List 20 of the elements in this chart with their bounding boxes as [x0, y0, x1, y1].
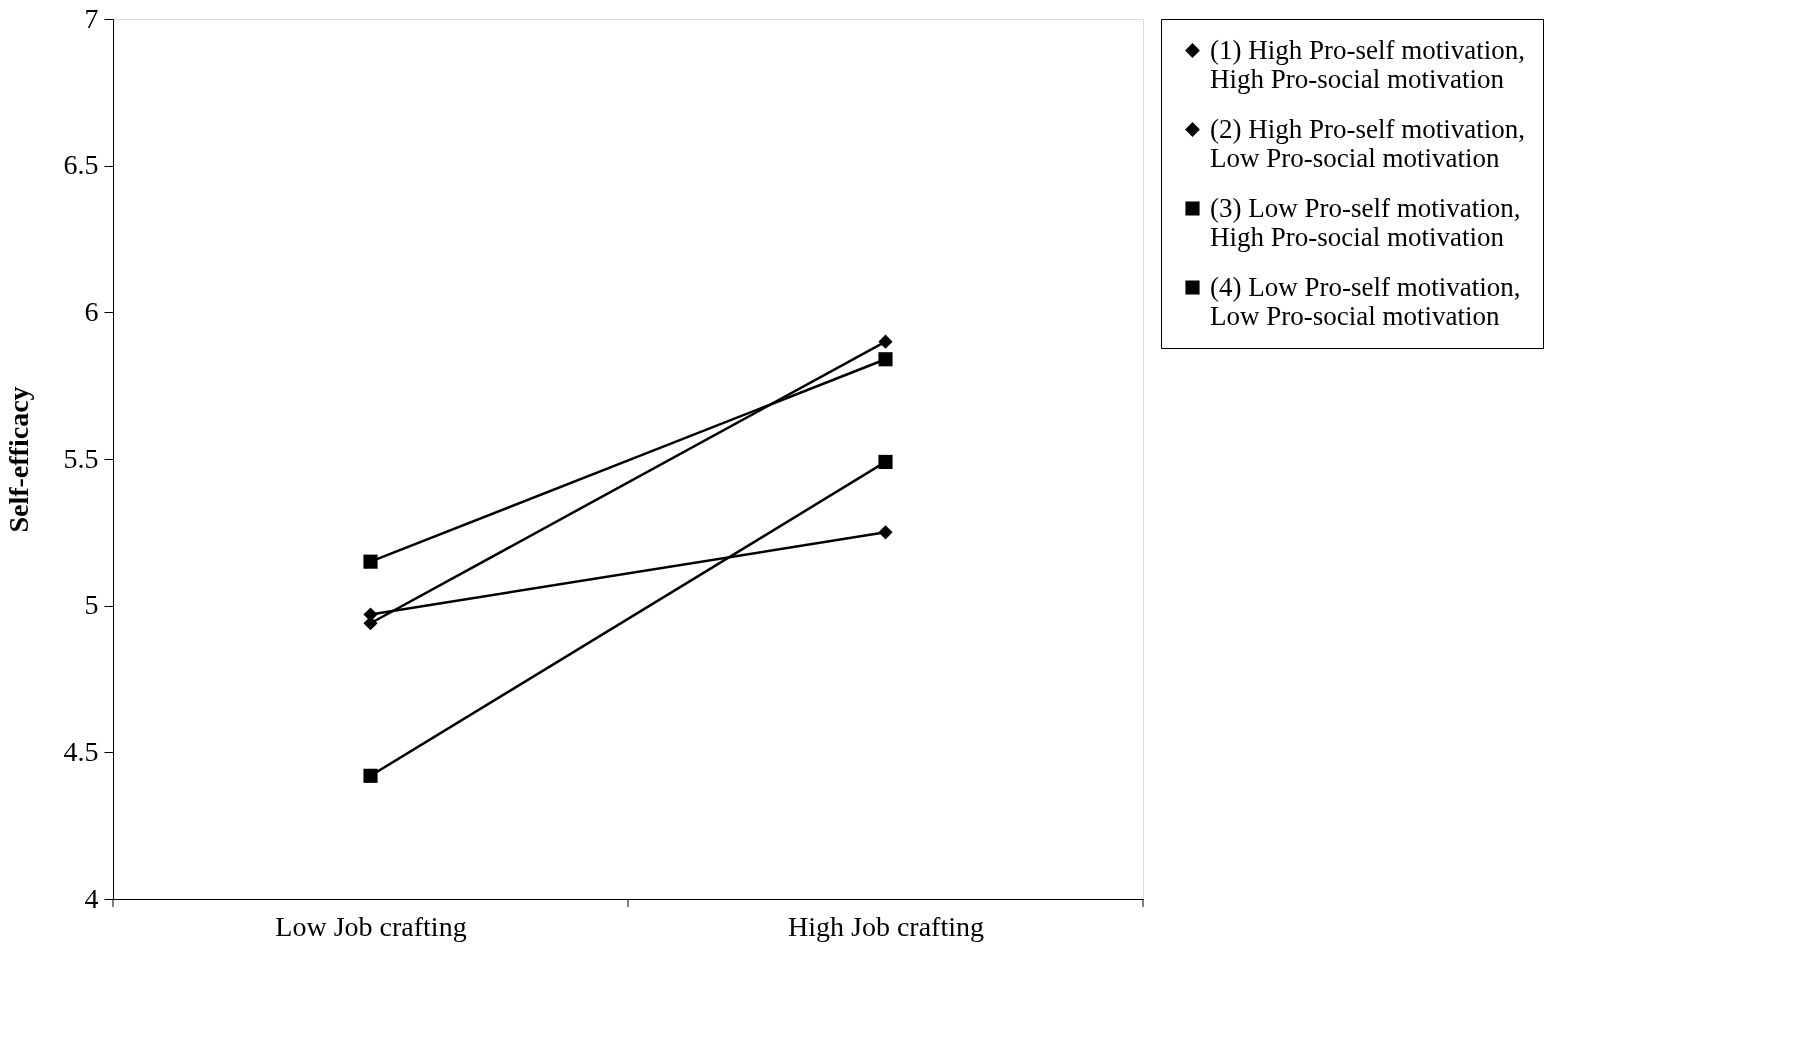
y-tick-label: 5.5 — [63, 442, 99, 474]
y-tick-label: 6.5 — [63, 149, 99, 181]
point — [363, 554, 378, 569]
point — [363, 768, 378, 783]
point — [878, 525, 893, 540]
legend-label: (3) Low Pro-self motivation, High Pro-social motivation — [1210, 192, 1521, 252]
legend-label: (2) High Pro-self motivation, Low Pro-social motivation — [1210, 113, 1525, 173]
x-tick-label: Low Job crafting — [275, 910, 467, 942]
y-tick-label: 4 — [84, 882, 99, 914]
point — [878, 352, 893, 367]
point — [878, 454, 893, 469]
legend-label: (1) High Pro-self motivation, High Pro-social motivation — [1210, 34, 1525, 94]
y-axis-title: Self-efficacy — [2, 386, 34, 533]
y-tick-label: 4.5 — [63, 735, 99, 767]
y-tick-label: 7 — [84, 2, 99, 34]
y-tick-label: 5 — [84, 589, 99, 621]
x-tick-label: High Job crafting — [788, 910, 984, 942]
y-tick-label: 6 — [84, 295, 99, 327]
legend-label: (4) Low Pro-self motivation, Low Pro-social motivation — [1210, 271, 1521, 331]
point — [878, 334, 893, 349]
